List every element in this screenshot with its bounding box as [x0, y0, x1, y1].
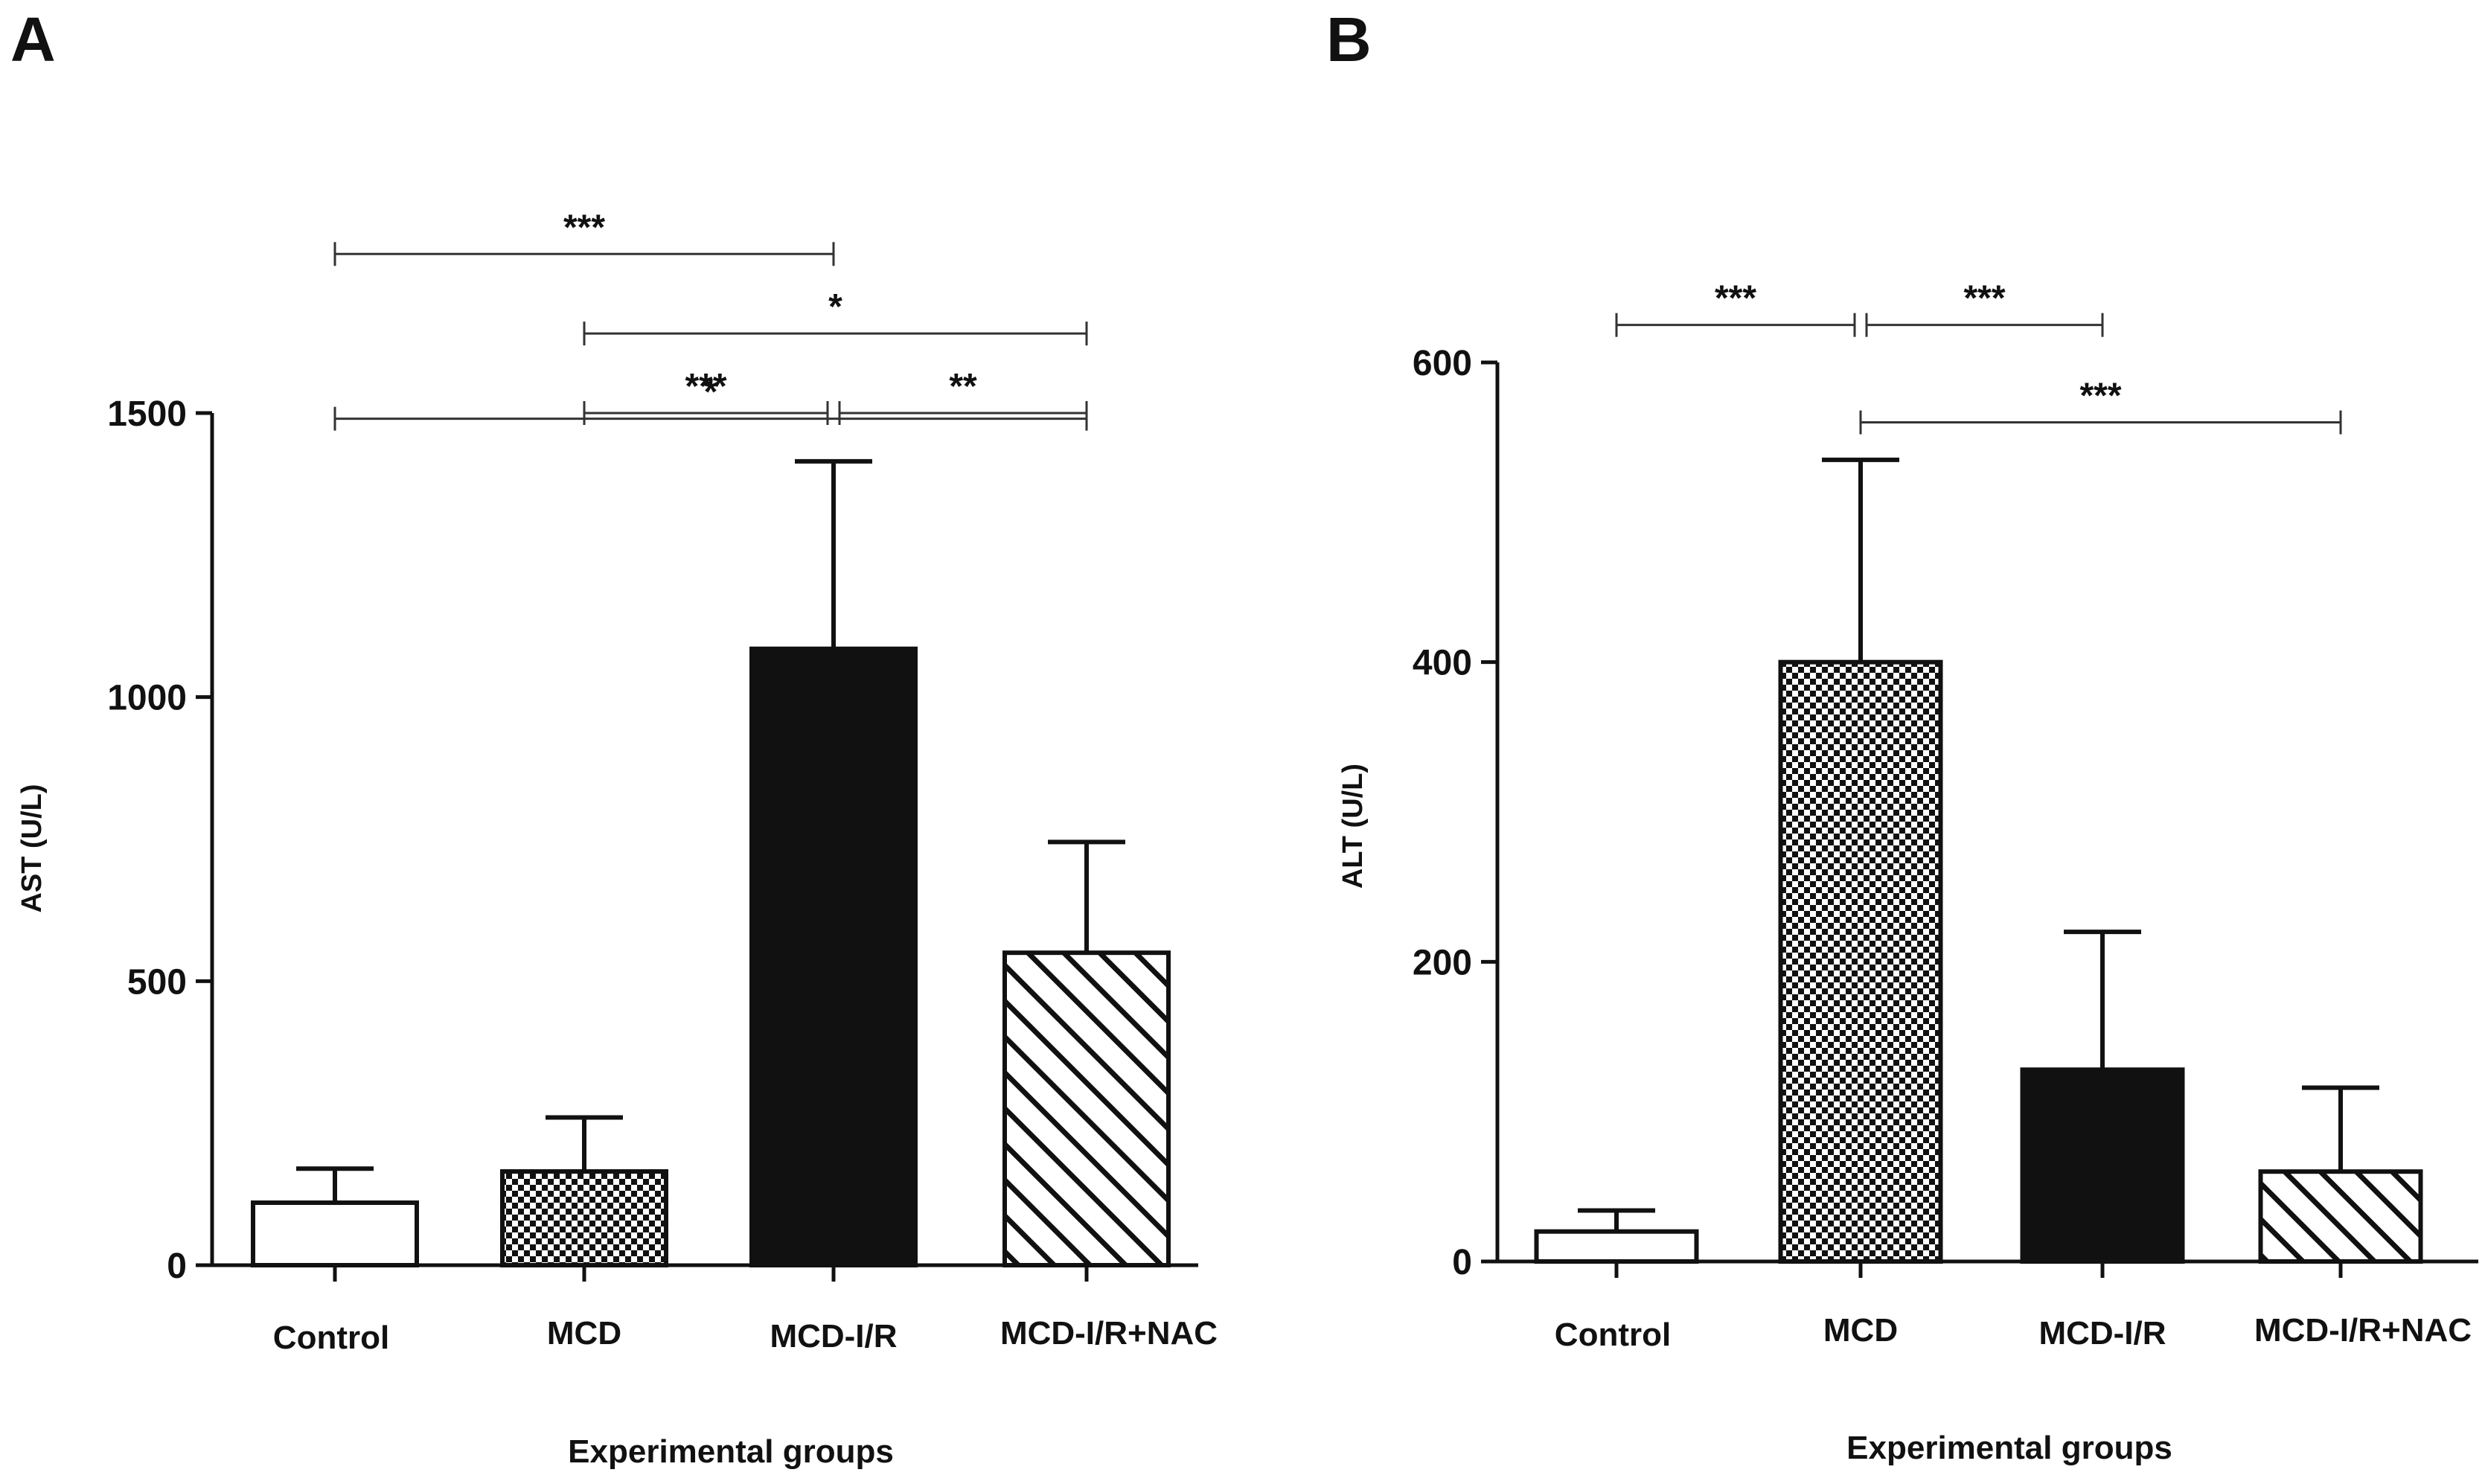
significance-label: ** [949, 367, 977, 406]
panel-letter-b: B [1326, 4, 1372, 74]
category-label: Control [1555, 1317, 1671, 1353]
y-axis-label: AST (U/L) [16, 784, 48, 912]
bar [251, 1200, 419, 1267]
y-tick-label: 500 [127, 962, 187, 1002]
significance-label: * [704, 373, 718, 412]
bar [1002, 950, 1171, 1267]
significance-label: *** [2079, 377, 2121, 416]
significance-label: * [828, 287, 842, 327]
y-tick-label: 600 [1413, 344, 1472, 383]
category-label: MCD [547, 1315, 621, 1352]
y-tick-label: 400 [1413, 644, 1472, 683]
category-label: MCD-I/R+NAC [1000, 1315, 1218, 1352]
y-tick-label: 1000 [107, 679, 187, 718]
category-label: MCD-I/R [770, 1318, 897, 1355]
category-label: MCD [1823, 1312, 1898, 1349]
x-axis-label: Experimental groups [568, 1433, 894, 1470]
category-label: MCD-I/R [2038, 1315, 2166, 1352]
bar [500, 1169, 668, 1268]
panel-letter-a: A [10, 4, 56, 74]
panel-a: 0 500 1000 1500 Control MCD MCD-I/R MCD-I/R+NAC… [16, 208, 1218, 1470]
y-tick-label: 1500 [107, 394, 187, 434]
significance-label: *** [1715, 279, 1756, 319]
category-label: MCD-I/R+NAC [2254, 1312, 2472, 1349]
significance-label: *** [1963, 279, 2005, 319]
y-tick-label: 200 [1413, 943, 1472, 982]
bar [2258, 1169, 2423, 1264]
bar [1534, 1229, 1699, 1264]
panel-b: 0 200 400 600 Control MCD MCD-I/R MCD-I/R+NAC Ex… [1337, 279, 2478, 1466]
significance-label: *** [685, 367, 726, 406]
bar [1778, 659, 1943, 1264]
category-label: Control [273, 1320, 389, 1356]
x-axis-label: Experimental groups [1846, 1430, 2172, 1466]
y-tick-label: 0 [167, 1247, 187, 1286]
significance-label: *** [563, 208, 605, 247]
y-tick-label: 0 [1452, 1243, 1472, 1282]
bar [749, 646, 918, 1267]
y-axis-label: ALT (U/L) [1337, 764, 1369, 889]
bar [2020, 1067, 2185, 1264]
